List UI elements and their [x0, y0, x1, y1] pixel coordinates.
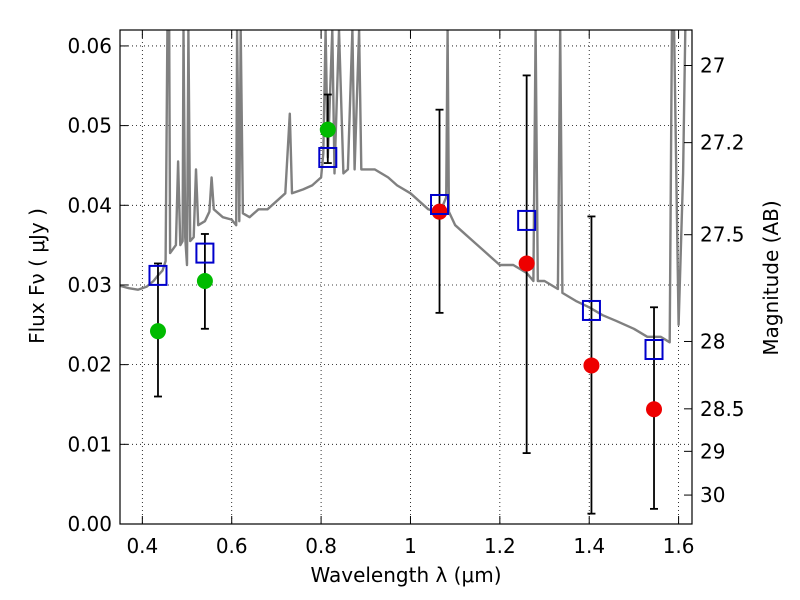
x-tick-label: 0.8: [305, 534, 337, 558]
photometry-points: [149, 121, 663, 418]
right-tick-label: 29: [700, 439, 725, 463]
data-point: [149, 323, 166, 340]
y-axis-title-left: Flux Fν ( μJy ): [25, 208, 49, 344]
right-tick-label: 28: [700, 329, 725, 353]
x-tick-label: 0.6: [216, 534, 248, 558]
y-tick-label: 0.02: [67, 353, 112, 377]
right-tick-label: 27.5: [700, 223, 745, 247]
y-tick-label: 0.03: [67, 273, 112, 297]
y-axis-title-left-text: Flux Fν ( μJy ): [25, 208, 49, 344]
data-point: [431, 203, 448, 220]
y-axis-title-right-text: Magnitude (AB): [759, 200, 783, 355]
data-point: [518, 255, 535, 272]
model-square: [148, 264, 168, 286]
right-tick-label: 30: [700, 483, 725, 507]
x-tick-label: 1.4: [573, 534, 605, 558]
y-tick-label: 0.00: [67, 512, 112, 536]
y-tick-label: 0.06: [67, 34, 112, 58]
y-tick-label: 0.04: [67, 193, 112, 217]
plot-frame: [119, 29, 693, 525]
x-axis-title: Wavelength λ (μm): [310, 563, 501, 587]
y-tick-label: 0.01: [67, 432, 112, 456]
error-bars: [153, 74, 659, 515]
x-tick-label: 1: [404, 534, 417, 558]
model-square: [318, 146, 338, 168]
y-tick-label: 0.05: [67, 114, 112, 138]
right-tick-label: 27.2: [700, 131, 745, 155]
x-axis-title-text: Wavelength λ (μm): [310, 563, 501, 587]
x-tick-label: 1.6: [663, 534, 695, 558]
data-point: [646, 401, 663, 418]
model-square: [517, 209, 537, 231]
model-square: [644, 339, 664, 361]
right-tick-label: 27: [700, 54, 725, 78]
axis-ticks: 0.4 0.6 0.8 1 1.2 1.4 1.6 0.00 0.01 0.02 0.03 0.04 0…: [67, 30, 745, 558]
right-tick-label: 28.5: [700, 397, 745, 421]
data-point: [196, 272, 213, 289]
y-axis-title-right: Magnitude (AB): [759, 200, 783, 355]
model-square: [430, 193, 450, 215]
model-square: [581, 299, 601, 321]
x-tick-label: 0.4: [126, 534, 158, 558]
data-point: [583, 357, 600, 374]
model-squares: [148, 146, 664, 361]
model-square: [195, 242, 215, 264]
x-tick-label: 1.2: [484, 534, 516, 558]
data-point: [319, 121, 336, 138]
